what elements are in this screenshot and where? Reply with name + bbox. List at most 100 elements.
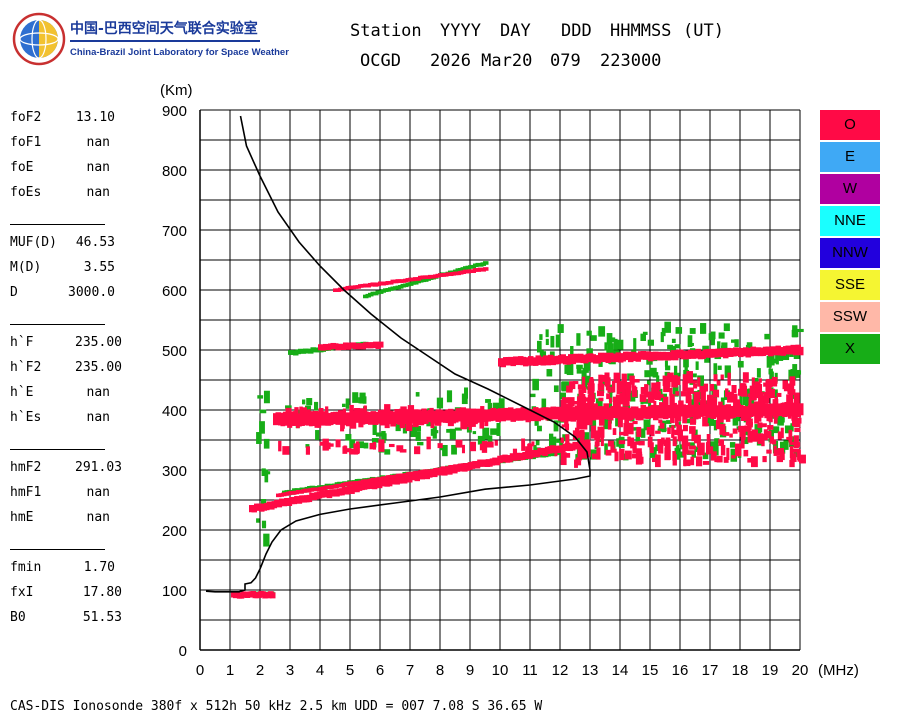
x-echo-point xyxy=(772,426,780,434)
x-echo-point xyxy=(666,420,672,424)
param-row-he: h`E nan xyxy=(10,385,130,403)
x-echo-point xyxy=(608,390,613,402)
x-echo-point xyxy=(704,354,710,363)
x-echo-point xyxy=(548,433,554,447)
x-echo-point xyxy=(713,420,718,431)
o-echo-point xyxy=(625,382,629,386)
param-label: h`F xyxy=(10,335,34,350)
x-echo-point xyxy=(671,338,676,344)
param-row-foes: foEs nan xyxy=(10,185,130,203)
x-echo-point xyxy=(744,397,752,410)
o-echo-point xyxy=(343,445,347,450)
x-echo-point xyxy=(430,428,437,436)
o-trace-segment xyxy=(798,346,804,356)
param-row-md: M(D) 3.55 xyxy=(10,260,130,278)
o-echo-point xyxy=(776,455,783,463)
o-echo-point xyxy=(575,457,582,461)
x-echo-point xyxy=(794,369,800,378)
o-echo-point xyxy=(667,449,671,460)
o-echo-point xyxy=(658,440,664,454)
x-echo-point xyxy=(472,431,477,435)
param-value: nan xyxy=(86,410,110,425)
x-echo-point xyxy=(769,354,775,366)
o-echo-point xyxy=(294,407,299,414)
x-tick-label: 0 xyxy=(196,662,204,679)
x-echo-point xyxy=(764,333,771,340)
x-echo-point xyxy=(718,332,725,339)
x-echo-point xyxy=(617,339,624,350)
x-echo-point xyxy=(362,396,367,404)
o-echo-point xyxy=(646,427,652,435)
o-echo-point xyxy=(305,446,310,455)
o-echo-point xyxy=(704,423,709,427)
param-value: 1.70 xyxy=(83,560,115,575)
o-echo-point xyxy=(577,430,583,438)
o-echo-point xyxy=(747,430,753,443)
param-divider xyxy=(10,324,105,325)
o-echo-point xyxy=(725,388,729,398)
x-echo-point xyxy=(598,326,606,337)
x-echo-point xyxy=(585,375,591,386)
o-echo-point xyxy=(470,421,476,427)
x-echo-point xyxy=(694,446,702,453)
x-echo-point xyxy=(395,423,401,432)
o-echo-point xyxy=(732,428,738,434)
o-echo-point xyxy=(672,436,677,447)
y-tick-label: 800 xyxy=(162,163,187,180)
x-echo-point xyxy=(285,405,292,409)
x-echo-point xyxy=(259,409,267,414)
x-echo-point xyxy=(417,441,424,446)
o-echo-point xyxy=(789,378,796,386)
param-label: hmE xyxy=(10,510,34,525)
o-echo-point xyxy=(605,384,610,391)
o-echo-point xyxy=(767,425,774,430)
o-echo-point xyxy=(709,383,715,392)
o-echo-point xyxy=(757,422,763,428)
o-echo-point xyxy=(388,443,395,448)
x-echo-point xyxy=(674,455,681,459)
logo-title-cn: 中国-巴西空间天气联合实验室 xyxy=(70,21,258,37)
x-echo-point xyxy=(712,384,718,392)
o-echo-point xyxy=(658,394,664,398)
o-echo-point xyxy=(687,459,691,467)
o-echo-point xyxy=(720,374,724,380)
o-echo-point xyxy=(747,457,753,463)
param-label: fmin xyxy=(10,560,42,575)
x-echo-point xyxy=(679,444,684,450)
header-label-yyyy: YYYY xyxy=(440,21,481,41)
o-echo-point xyxy=(651,382,658,395)
o-echo-point xyxy=(399,449,407,453)
x-echo-point xyxy=(713,444,719,456)
o-echo-point xyxy=(752,429,757,435)
o-echo-point xyxy=(461,444,465,454)
o-trace-segment xyxy=(585,439,591,447)
o-echo-point xyxy=(636,426,642,437)
o-echo-point xyxy=(667,377,671,388)
x-echo-point xyxy=(261,520,267,527)
x-echo-point xyxy=(664,360,668,367)
o-echo-point xyxy=(762,456,767,463)
x-echo-point xyxy=(733,418,738,422)
x-echo-point xyxy=(604,443,608,455)
o-echo-point xyxy=(631,386,638,398)
o-echo-point xyxy=(697,449,702,456)
x-echo-point xyxy=(649,449,657,458)
x-echo-point xyxy=(446,428,452,433)
header-label-station: Station xyxy=(350,21,422,41)
echo-traces xyxy=(205,115,806,599)
o-echo-point xyxy=(469,441,477,452)
param-label: B0 xyxy=(10,610,26,625)
param-row-hf: h`F 235.00 xyxy=(10,335,130,353)
o-echo-point xyxy=(743,385,748,396)
o-echo-point xyxy=(751,377,755,389)
o-echo-point xyxy=(378,439,385,452)
o-echo-point xyxy=(606,393,611,400)
o-echo-point xyxy=(560,399,567,412)
param-value: 235.00 xyxy=(75,335,122,350)
x-echo-point xyxy=(674,447,680,460)
o-echo-point xyxy=(667,427,671,434)
param-value: nan xyxy=(86,135,110,150)
o-echo-point xyxy=(722,432,730,436)
o-echo-point xyxy=(664,447,671,461)
x-echo-point xyxy=(687,335,693,348)
